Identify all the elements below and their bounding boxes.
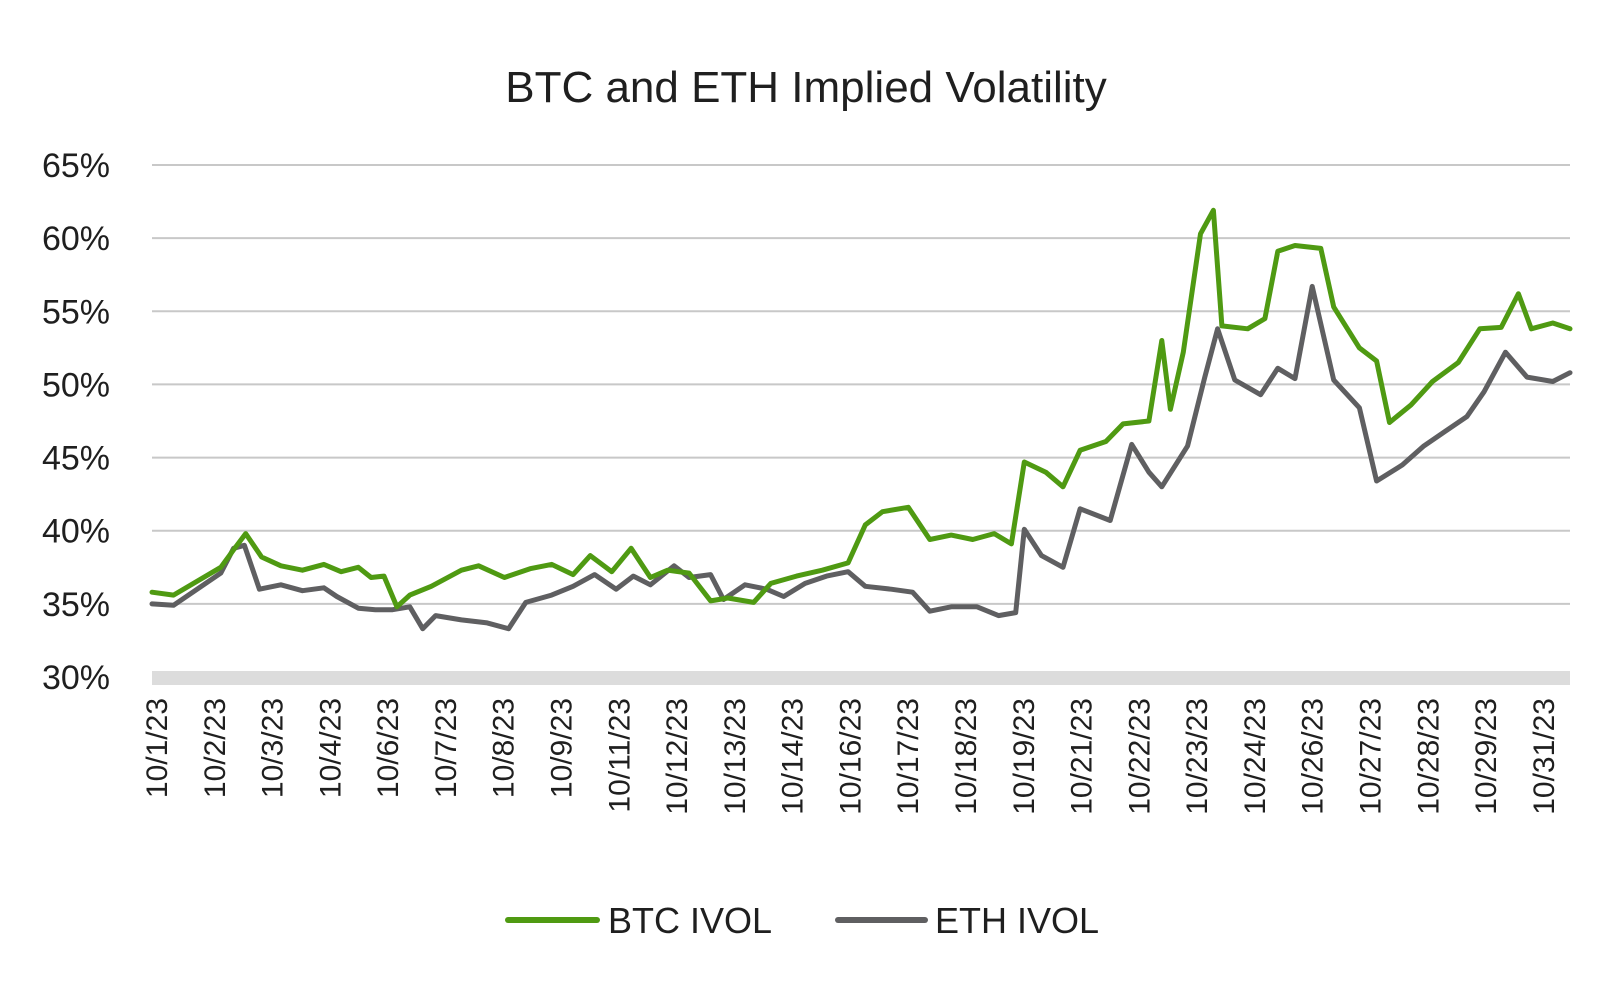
y-tick-label: 45% (42, 440, 110, 478)
x-tick-label: 10/11/23 (603, 698, 636, 813)
x-tick-label: 10/28/23 (1412, 698, 1445, 815)
legend: BTC IVOL ETH IVOL (505, 900, 1099, 941)
x-tick-label: 10/8/23 (488, 698, 521, 798)
series-line-btc-ivol (149, 207, 1573, 610)
x-tick-label: 10/29/23 (1470, 698, 1503, 815)
x-tick-label: 10/7/23 (430, 698, 463, 798)
x-tick-label: 10/19/23 (1008, 698, 1041, 815)
x-tick-label: 10/21/23 (1066, 698, 1099, 815)
y-tick-label: 35% (42, 586, 110, 624)
x-tick-label: 10/9/23 (546, 698, 579, 798)
x-tick-label: 10/4/23 (314, 698, 347, 798)
x-tick-label: 10/12/23 (661, 698, 694, 815)
y-tick-label: 40% (42, 513, 110, 551)
x-tick-label: 10/13/23 (719, 698, 752, 815)
x-tick-label: 10/23/23 (1181, 698, 1214, 815)
x-tick-label: 10/18/23 (950, 698, 983, 815)
y-axis-tick-labels: 30% 35% 40% 45% 50% 55% 60% 65% (42, 147, 110, 697)
gridlines (152, 164, 1570, 685)
legend-label-btc-ivol: BTC IVOL (608, 900, 772, 941)
x-axis-tick-labels: 10/1/23 10/2/23 10/3/23 10/4/23 10/6/23 10/7/… (141, 698, 1561, 815)
x-tick-label: 10/3/23 (257, 698, 290, 798)
x-tick-label: 10/14/23 (777, 698, 810, 815)
x-tick-label: 10/1/23 (141, 698, 174, 798)
x-tick-label: 10/31/23 (1528, 698, 1561, 815)
legend-label-eth-ivol: ETH IVOL (935, 900, 1099, 941)
x-axis-baseline (152, 671, 1570, 685)
series-line-eth-ivol (149, 283, 1573, 632)
x-tick-label: 10/6/23 (372, 698, 405, 798)
series-lines (149, 207, 1573, 632)
x-tick-label: 10/22/23 (1123, 698, 1156, 815)
x-tick-label: 10/2/23 (199, 698, 232, 798)
x-tick-label: 10/17/23 (892, 698, 925, 815)
x-tick-label: 10/26/23 (1297, 698, 1330, 815)
y-tick-label: 50% (42, 366, 110, 404)
x-tick-label: 10/16/23 (834, 698, 867, 815)
y-tick-label: 30% (42, 659, 110, 697)
x-tick-label: 10/24/23 (1239, 698, 1272, 815)
chart-title: BTC and ETH Implied Volatility (505, 63, 1107, 112)
y-tick-label: 65% (42, 147, 110, 185)
y-tick-label: 55% (42, 293, 110, 331)
x-tick-label: 10/27/23 (1355, 698, 1388, 815)
y-tick-label: 60% (42, 220, 110, 258)
